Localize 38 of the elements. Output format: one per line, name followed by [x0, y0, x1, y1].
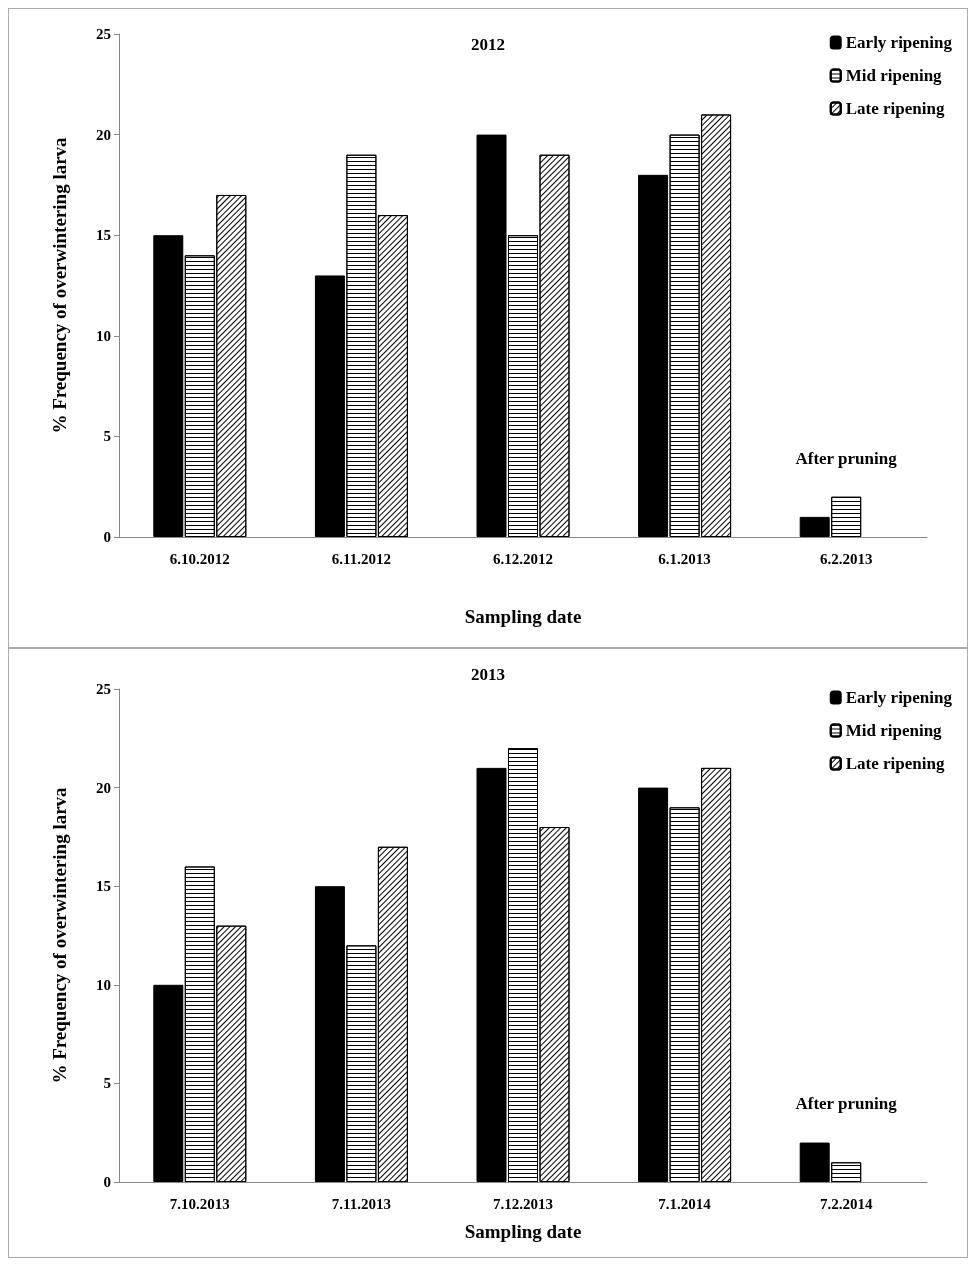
legend-label: Late ripening: [845, 99, 945, 118]
y-tick-label: 25: [96, 26, 111, 42]
x-tick-label: 7.10.2013: [169, 1195, 230, 1212]
y-tick-label: 25: [96, 681, 111, 697]
x-tick-label: 6.10.2012: [169, 550, 230, 567]
x-tick-label: 7.12.2013: [493, 1195, 553, 1212]
chart-title: 2013: [471, 665, 505, 684]
x-tick-label: 6.2.2013: [819, 550, 873, 567]
x-axis-title: Sampling date: [464, 1221, 582, 1242]
y-tick-label: 15: [96, 227, 111, 244]
legend-label: Mid ripening: [845, 66, 943, 85]
x-axis-title: Sampling date: [464, 606, 582, 627]
x-tick-label: 7.1.2014: [658, 1195, 712, 1212]
y-axis-title: % Frequency of overwintering larva: [49, 786, 70, 1084]
y-tick-label: 10: [96, 976, 111, 993]
y-tick-label: 20: [96, 126, 111, 143]
annotation: After pruning: [795, 1094, 898, 1113]
x-tick-label: 6.11.2012: [331, 550, 391, 567]
x-tick-label: 6.1.2013: [658, 550, 711, 567]
x-tick-label: 7.11.2013: [331, 1195, 391, 1212]
y-axis-title: % Frequency of overwintering larva: [49, 136, 70, 434]
legend-label: Late ripening: [845, 754, 945, 773]
y-tick-label: 20: [96, 779, 111, 796]
legend-label: Early ripening: [845, 33, 953, 52]
y-tick-label: 0: [103, 529, 111, 545]
x-tick-label: 6.12.2012: [493, 550, 553, 567]
chart-title: 2012: [471, 35, 505, 54]
y-tick-label: 5: [103, 428, 111, 445]
y-tick-label: 5: [103, 1075, 111, 1092]
bar: [153, 235, 184, 537]
x-tick-label: 7.2.2014: [819, 1195, 873, 1212]
y-tick-label: 0: [103, 1174, 111, 1190]
legend-label: Early ripening: [845, 688, 953, 707]
y-tick-label: 10: [96, 327, 111, 344]
y-tick-label: 15: [96, 878, 111, 895]
legend-label: Mid ripening: [845, 721, 943, 740]
bar: [153, 984, 184, 1182]
annotation: After pruning: [795, 449, 898, 468]
